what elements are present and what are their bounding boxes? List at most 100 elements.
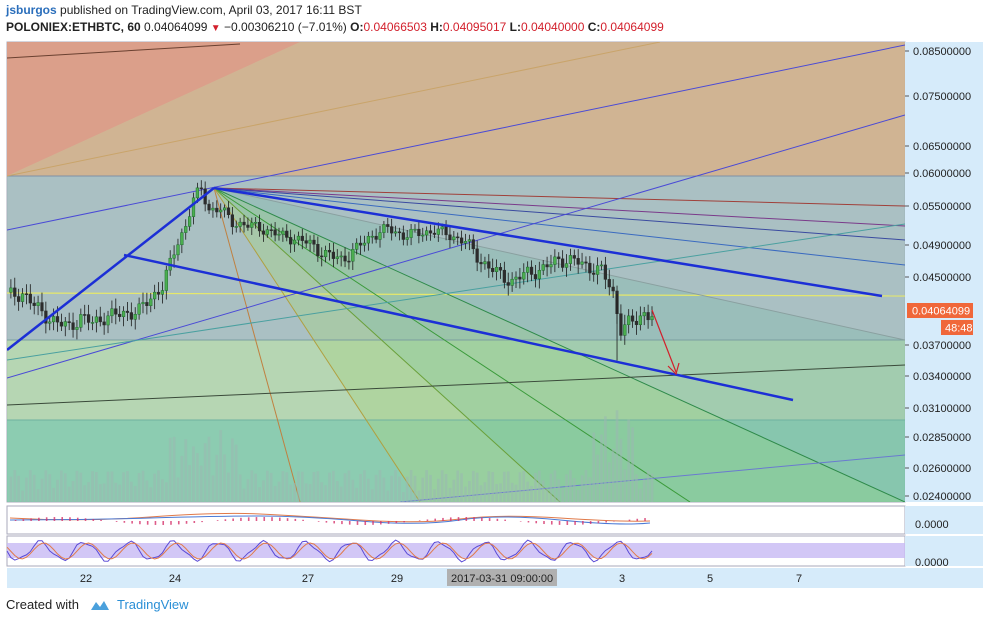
ohlc-line: POLONIEX:ETHBTC, 60 0.04064099 ▼ −0.0030… (6, 20, 664, 34)
candle (71, 322, 75, 330)
histogram-bar (92, 519, 95, 521)
author-link[interactable]: jsburgos (6, 3, 57, 17)
volume-bar (623, 469, 627, 502)
volume-bar (471, 470, 475, 502)
pitchfork-lower (7, 223, 905, 361)
candle (479, 262, 483, 265)
arrow-head-icon (667, 362, 680, 376)
histogram-bar (356, 521, 359, 525)
candle (90, 322, 95, 324)
candle (211, 207, 215, 211)
candle (215, 207, 219, 213)
candle (413, 228, 417, 231)
candle (588, 262, 592, 274)
volume-bar (433, 489, 436, 502)
histogram-bar (395, 521, 398, 524)
candle (261, 230, 266, 235)
candle (250, 222, 254, 228)
candle (106, 315, 110, 326)
candle (432, 232, 437, 235)
candle (444, 226, 448, 236)
volume-bar (359, 474, 362, 502)
candle (584, 261, 588, 264)
volume-bar (102, 483, 106, 502)
price-axis-labels: 0.08500000 0.07500000 0.06500000 0.06000000… (905, 46, 971, 503)
volume-bar (300, 471, 304, 502)
candle (273, 229, 277, 236)
volume-bar (91, 471, 94, 502)
countdown-text: 48:48 (945, 323, 973, 335)
volume-bar (444, 474, 448, 502)
candle (623, 324, 627, 336)
symbol-label[interactable]: POLONIEX:ETHBTC, 60 (6, 20, 141, 34)
volume-bar (506, 471, 510, 502)
candle (281, 230, 285, 235)
volume-bar (188, 465, 191, 502)
candle (607, 279, 611, 288)
macd-pane[interactable] (6, 505, 906, 535)
histogram-bar (387, 521, 390, 524)
candle (467, 239, 471, 242)
histogram-bar (271, 517, 273, 521)
candle (133, 314, 137, 320)
volume-bar (219, 430, 223, 502)
volume-bar (378, 470, 382, 502)
candle (254, 222, 258, 224)
volume-bar (215, 454, 219, 502)
histogram-bar (123, 521, 126, 523)
candle (184, 226, 188, 233)
volume-bar (650, 473, 654, 502)
volume-bar (293, 482, 296, 502)
candle (160, 290, 165, 295)
channel-top[interactable] (213, 186, 883, 298)
candle (59, 321, 64, 327)
volume-bar (110, 471, 114, 502)
candle (55, 316, 60, 323)
volume-bar (464, 486, 467, 502)
histogram-bar (146, 521, 149, 525)
candle (20, 293, 25, 302)
candle (226, 207, 231, 216)
down-arrow-icon: ▼ (210, 23, 221, 34)
projection-arrow[interactable] (651, 309, 677, 373)
volume-bar (304, 483, 308, 502)
candle (366, 236, 370, 244)
candle (436, 228, 440, 235)
candle (409, 228, 413, 238)
channel-bottom[interactable] (123, 253, 794, 402)
fan-line (213, 187, 301, 502)
histogram-bar (69, 517, 71, 521)
volume-bar (133, 485, 137, 502)
volume-bar (21, 490, 24, 502)
volume-bar (157, 470, 160, 502)
volume-bar (180, 455, 184, 502)
tradingview-link[interactable]: TradingView (116, 597, 189, 612)
price-chart[interactable]: 0.08500000 0.07500000 0.06500000 0.06000000… (0, 0, 983, 595)
histogram-bar (302, 519, 304, 521)
volume-bar (56, 479, 59, 502)
volume-bar (502, 471, 506, 502)
price-axis[interactable] (905, 42, 983, 502)
histogram-bar (131, 521, 133, 524)
low-value: 0.04040000 (520, 20, 585, 34)
candle (362, 242, 367, 246)
histogram-bar (434, 518, 437, 521)
histogram-bar (333, 521, 335, 524)
histogram-bar (613, 521, 615, 522)
candle (327, 250, 332, 253)
histogram-bar (14, 520, 17, 521)
candle (304, 240, 308, 244)
time-axis-labels: 22 24 27 29 3 5 7 (80, 573, 802, 585)
candle (650, 316, 654, 321)
candle (393, 231, 398, 234)
candle (459, 237, 464, 244)
volume-bar (273, 485, 277, 502)
candle (9, 287, 13, 293)
candle (549, 264, 553, 268)
histogram-bar (527, 521, 530, 523)
volume-bar (607, 462, 611, 502)
trendline-up[interactable] (7, 187, 215, 351)
histogram-bar (403, 521, 405, 523)
volume-bar (615, 410, 619, 502)
volume-bar (95, 472, 98, 502)
